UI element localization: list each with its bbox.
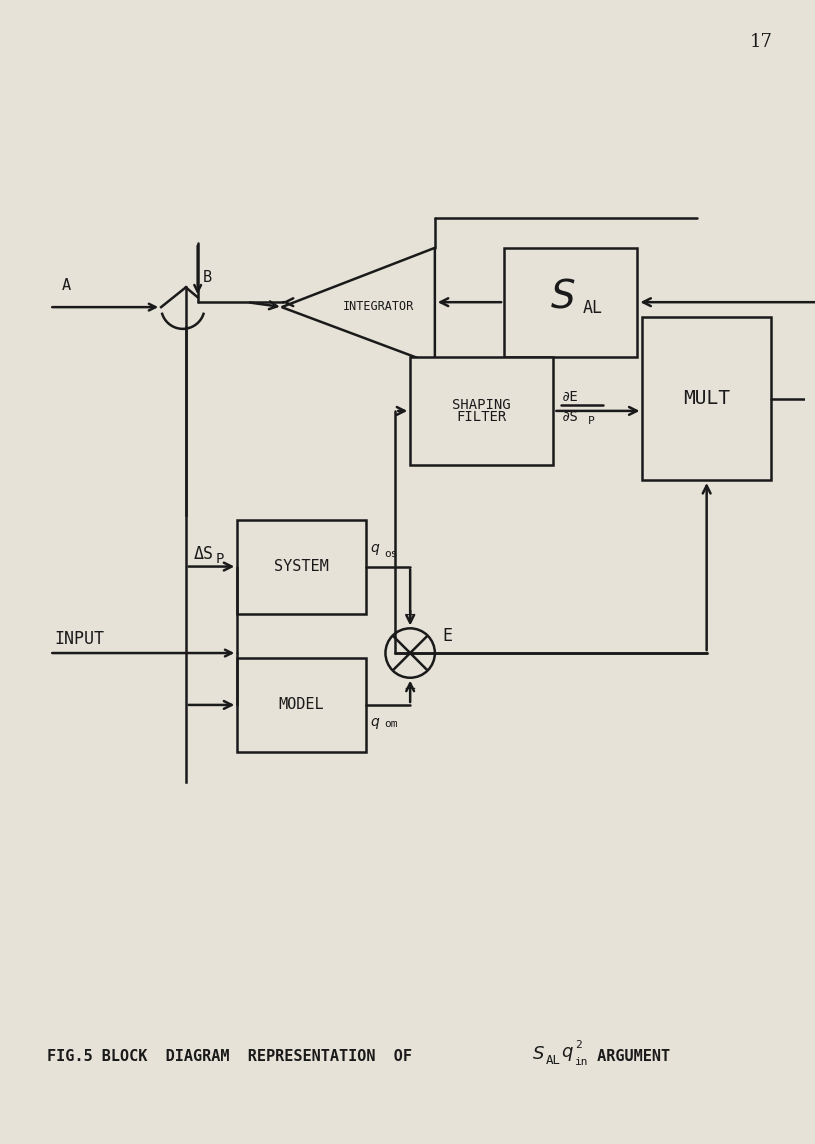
Text: ∂S: ∂S xyxy=(562,410,578,423)
Text: $S$: $S$ xyxy=(550,279,575,316)
Text: MULT: MULT xyxy=(683,389,730,408)
Text: 2: 2 xyxy=(575,1040,582,1050)
Text: ΔS: ΔS xyxy=(194,546,214,563)
Text: P: P xyxy=(588,415,595,426)
Text: INTEGRATOR: INTEGRATOR xyxy=(342,300,414,312)
Text: −: − xyxy=(403,681,416,696)
Text: os: os xyxy=(385,549,398,558)
Bar xyxy=(410,357,553,466)
Text: $q$: $q$ xyxy=(562,1046,574,1063)
Text: 17: 17 xyxy=(750,33,773,51)
Text: FILTER: FILTER xyxy=(456,410,507,423)
Text: FIG.5 BLOCK  DIAGRAM  REPRESENTATION  OF: FIG.5 BLOCK DIAGRAM REPRESENTATION OF xyxy=(47,1049,430,1064)
Text: $S$: $S$ xyxy=(531,1046,544,1063)
Text: AL: AL xyxy=(583,299,602,317)
Text: P: P xyxy=(215,553,224,566)
Text: q: q xyxy=(371,715,379,729)
Text: E: E xyxy=(443,627,453,645)
Text: SHAPING: SHAPING xyxy=(452,398,511,412)
Text: ARGUMENT: ARGUMENT xyxy=(588,1049,670,1064)
Bar xyxy=(237,658,366,752)
Bar xyxy=(237,519,366,613)
Text: MODEL: MODEL xyxy=(279,698,324,713)
Bar xyxy=(642,317,771,480)
Text: +: + xyxy=(404,609,416,622)
Text: ∂E: ∂E xyxy=(562,390,578,404)
Text: B: B xyxy=(203,270,212,285)
Bar xyxy=(504,248,637,357)
Text: AL: AL xyxy=(545,1054,561,1066)
Text: q: q xyxy=(371,541,379,555)
Text: INPUT: INPUT xyxy=(55,630,104,649)
Text: in: in xyxy=(575,1057,588,1067)
Text: A: A xyxy=(61,278,70,293)
Text: om: om xyxy=(385,718,398,729)
Text: SYSTEM: SYSTEM xyxy=(274,559,328,574)
